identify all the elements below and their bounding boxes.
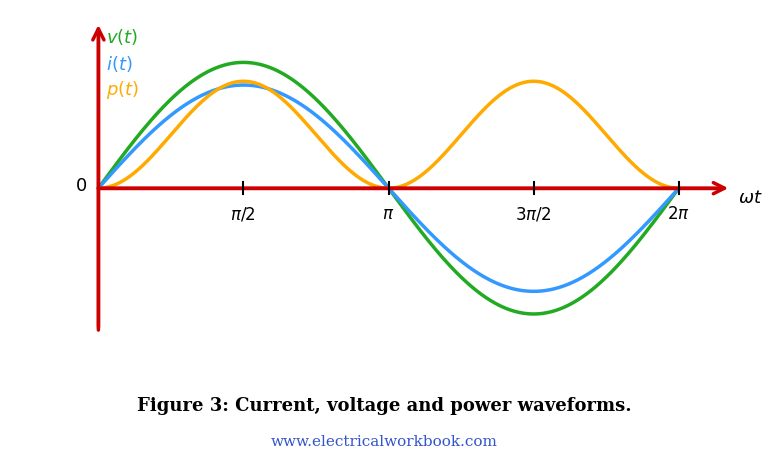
Text: $3\pi/2$: $3\pi/2$ <box>515 206 552 224</box>
Text: $i(t)$: $i(t)$ <box>106 54 132 73</box>
Text: Figure 3: Current, voltage and power waveforms.: Figure 3: Current, voltage and power wav… <box>137 397 631 415</box>
Text: $0$: $0$ <box>75 177 88 195</box>
Text: $\pi$: $\pi$ <box>382 206 395 223</box>
Text: $2\pi$: $2\pi$ <box>667 206 690 223</box>
Text: $v(t)$: $v(t)$ <box>106 27 138 47</box>
Text: $p(t)$: $p(t)$ <box>106 79 139 101</box>
Text: $\pi/2$: $\pi/2$ <box>230 206 257 224</box>
Text: www.electricalworkbook.com: www.electricalworkbook.com <box>270 435 498 448</box>
Text: $\omega t$: $\omega t$ <box>737 189 763 207</box>
